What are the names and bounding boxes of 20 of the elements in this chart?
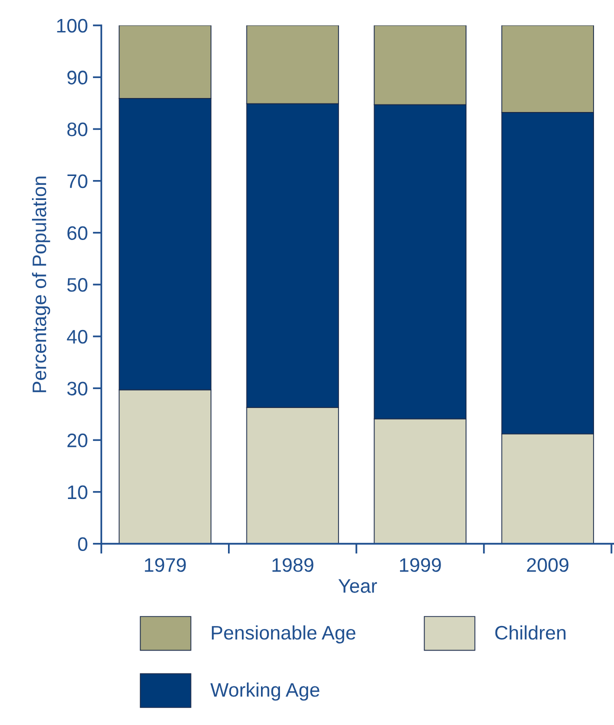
y-tick-label: 40 xyxy=(66,330,88,344)
y-tick-label: 20 xyxy=(67,434,88,448)
y-tick-label: 70 xyxy=(67,174,88,188)
y-tick-label: 80 xyxy=(67,122,88,136)
y-tick-label: 100 xyxy=(57,18,88,33)
legend-label: Working Age xyxy=(210,682,320,701)
y-tick-label: 50 xyxy=(67,278,88,292)
legend-label: Pensionable Age xyxy=(212,625,356,644)
y-tick-label: 10 xyxy=(68,485,88,500)
y-tick-label: 30 xyxy=(67,382,88,396)
x-tick-label: 1979 xyxy=(144,558,186,572)
y-tick-label: 0 xyxy=(78,537,88,551)
x-tick-label: 1999 xyxy=(400,558,441,572)
x-tick-label: 2009 xyxy=(527,558,568,572)
x-axis-title: Year xyxy=(338,579,377,593)
legend-label: Children xyxy=(495,625,566,640)
y-tick-label: 60 xyxy=(67,226,88,240)
y-tick-label: 90 xyxy=(67,70,88,84)
x-tick-label: 1989 xyxy=(272,558,314,572)
y-axis-title: Percentage of Population xyxy=(32,176,50,392)
